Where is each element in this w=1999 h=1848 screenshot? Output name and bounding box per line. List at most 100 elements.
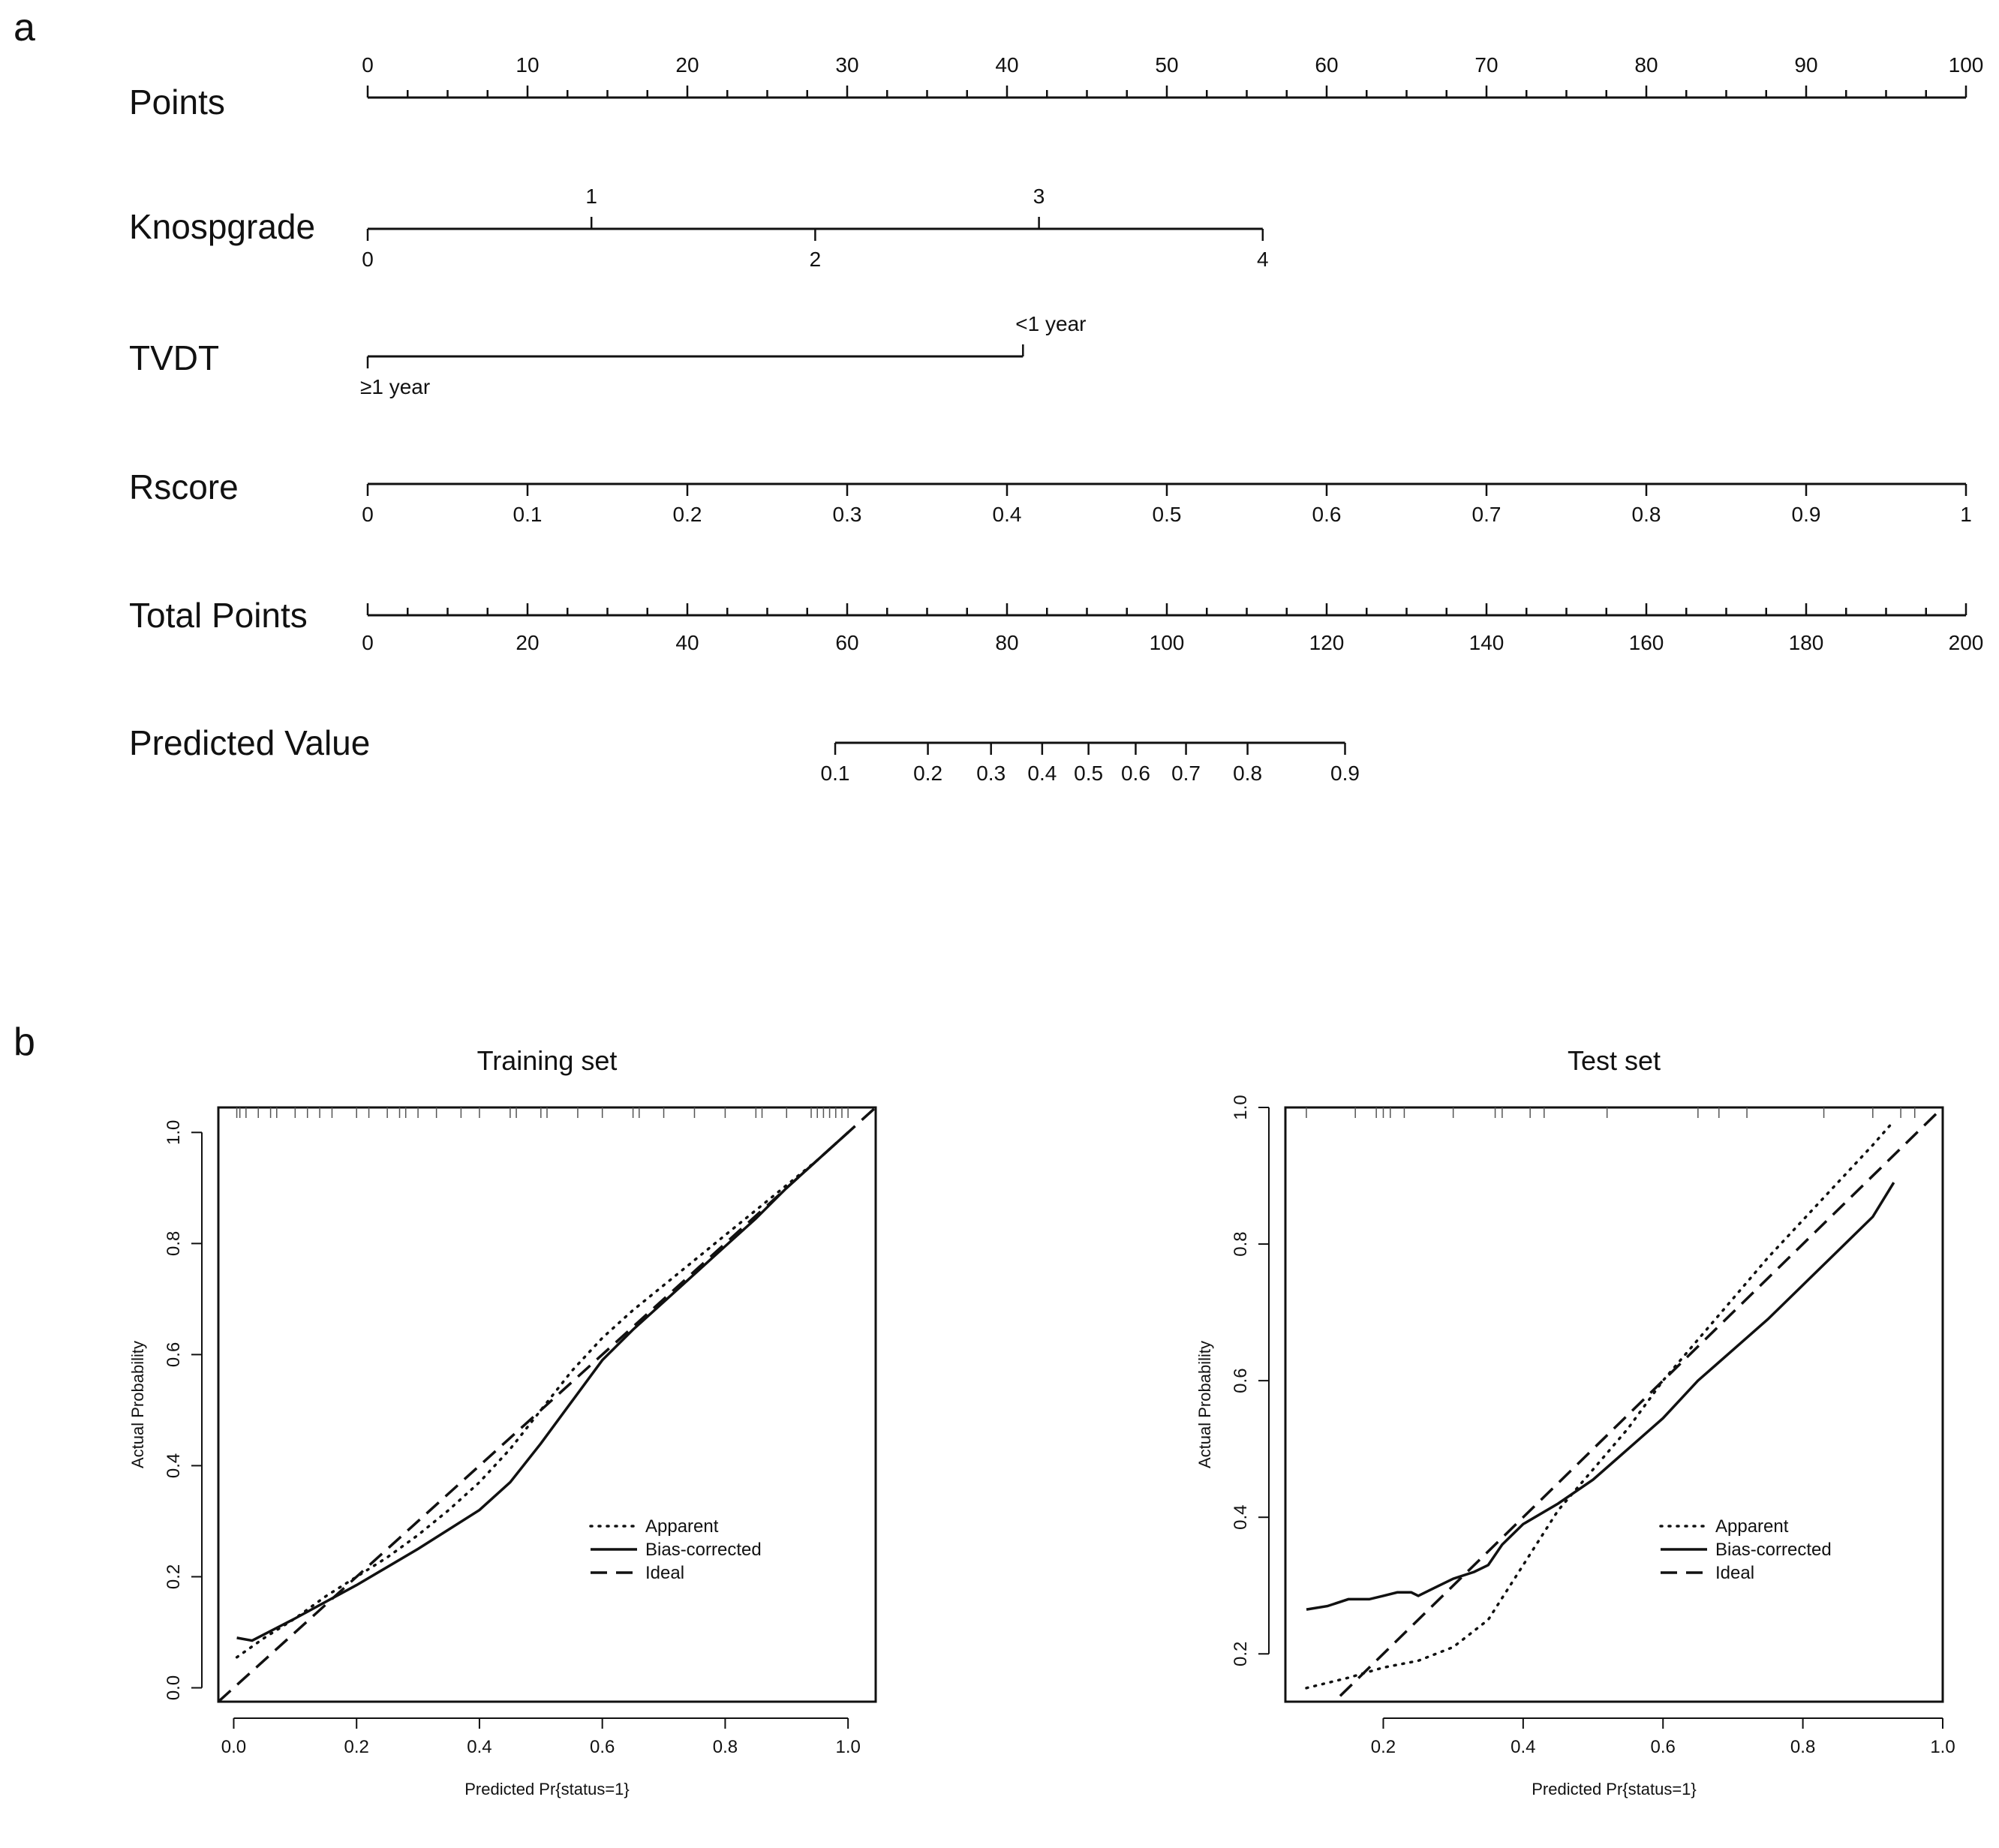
train-title: Training set bbox=[477, 1045, 618, 1076]
points-tick-label: 50 bbox=[1155, 53, 1178, 77]
train-x-tick-label: 0.4 bbox=[467, 1737, 491, 1757]
train-x-tick-label: 0.0 bbox=[221, 1737, 246, 1757]
rscore-tick-label: 0.4 bbox=[993, 503, 1022, 526]
total-points-tick-label: 100 bbox=[1150, 631, 1185, 654]
train-x-tick-label: 1.0 bbox=[835, 1737, 860, 1757]
rscore-tick-label: 0.8 bbox=[1632, 503, 1661, 526]
panel-letter-a: a bbox=[14, 6, 35, 50]
points-tick-label: 0 bbox=[362, 53, 374, 77]
test-y-tick-label: 1.0 bbox=[1231, 1095, 1251, 1119]
rscore-tick-label: 0.1 bbox=[513, 503, 543, 526]
test-series-ideal bbox=[1332, 1107, 1943, 1702]
rscore-tick-label: 0.6 bbox=[1312, 503, 1342, 526]
train-legend-label-ideal: Ideal bbox=[645, 1563, 684, 1583]
test-legend-label-apparent: Apparent bbox=[1715, 1516, 1789, 1537]
test-x-tick-label: 0.2 bbox=[1371, 1737, 1396, 1757]
train-y-tick-label: 0.8 bbox=[164, 1231, 184, 1256]
rscore-tick-label: 0 bbox=[362, 503, 374, 526]
test-x-tick-label: 0.8 bbox=[1790, 1737, 1815, 1757]
test-y-tick-label: 0.6 bbox=[1231, 1368, 1251, 1393]
calibration-plot-training: Training set 0.0 0.2 0.4 0.6 0.8 1.0 Predicted … bbox=[128, 1045, 877, 1798]
rscore-tick-label: 1 bbox=[1960, 503, 1972, 526]
train-x-tick-label: 0.8 bbox=[713, 1737, 738, 1757]
test-x-tick-label: 0.6 bbox=[1651, 1737, 1676, 1757]
knospgrade-tick-label: 0 bbox=[362, 248, 374, 271]
total-points-tick-label: 20 bbox=[516, 631, 539, 654]
points-tick-label: 10 bbox=[516, 53, 539, 77]
points-tick-label: 100 bbox=[1949, 53, 1984, 77]
train-y-tick-label: 0.2 bbox=[164, 1564, 184, 1589]
rscore-tick-label: 0.2 bbox=[673, 503, 702, 526]
train-x-title: Predicted Pr{status=1} bbox=[464, 1780, 630, 1798]
test-y-tick-label: 0.2 bbox=[1231, 1642, 1251, 1666]
knospgrade-tick-label: 2 bbox=[810, 248, 822, 271]
train-series-apparent bbox=[235, 1131, 849, 1659]
predicted-value-tick-label: 0.1 bbox=[821, 762, 850, 785]
train-series-bias-corrected bbox=[236, 1131, 849, 1642]
train-y-tick-label: 0.0 bbox=[164, 1675, 184, 1700]
test-legend-label-ideal: Ideal bbox=[1715, 1563, 1754, 1583]
knospgrade-tick-label: 1 bbox=[585, 185, 597, 208]
test-y-tick-label: 0.8 bbox=[1231, 1231, 1251, 1256]
test-x-tick-label: 1.0 bbox=[1930, 1737, 1955, 1757]
test-frame bbox=[1284, 1106, 1944, 1703]
total-points-tick-label: 60 bbox=[835, 631, 858, 654]
test-series-apparent bbox=[1305, 1119, 1895, 1690]
predicted-value-tick-label: 0.4 bbox=[1027, 762, 1057, 785]
rscore-tick-label: 0.7 bbox=[1472, 503, 1502, 526]
tvdt-tick-label: ≥1 year bbox=[360, 375, 430, 398]
train-y-tick-label: 1.0 bbox=[164, 1120, 184, 1145]
predicted-value-tick-label: 0.9 bbox=[1330, 762, 1360, 785]
row-label-knospgrade: Knospgrade bbox=[129, 207, 315, 246]
train-x-tick-label: 0.6 bbox=[590, 1737, 615, 1757]
row-label-rscore: Rscore bbox=[129, 467, 239, 506]
test-title: Test set bbox=[1568, 1045, 1661, 1076]
train-y-tick-label: 0.4 bbox=[164, 1453, 184, 1478]
predicted-value-tick-label: 0.7 bbox=[1171, 762, 1201, 785]
panel-letter-b: b bbox=[14, 1020, 35, 1064]
total-points-tick-label: 40 bbox=[675, 631, 699, 654]
points-tick-label: 20 bbox=[675, 53, 699, 77]
train-legend-label-apparent: Apparent bbox=[645, 1516, 719, 1537]
points-tick-label: 30 bbox=[835, 53, 858, 77]
test-y-tick-label: 0.4 bbox=[1231, 1505, 1251, 1530]
test-x-title: Predicted Pr{status=1} bbox=[1532, 1780, 1697, 1798]
total-points-tick-label: 140 bbox=[1469, 631, 1505, 654]
row-label-tvdt: TVDT bbox=[129, 338, 219, 377]
total-points-tick-label: 160 bbox=[1629, 631, 1664, 654]
knospgrade-tick-label: 4 bbox=[1257, 248, 1269, 271]
train-series-ideal bbox=[218, 1107, 876, 1702]
test-x-tick-label: 0.4 bbox=[1511, 1737, 1535, 1757]
knospgrade-tick-label: 3 bbox=[1033, 185, 1045, 208]
test-y-title: Actual Probability bbox=[1195, 1341, 1214, 1468]
points-tick-label: 70 bbox=[1474, 53, 1498, 77]
test-legend-label-bias-corrected: Bias-corrected bbox=[1715, 1540, 1832, 1560]
predicted-value-tick-label: 0.8 bbox=[1233, 762, 1262, 785]
row-label-points: Points bbox=[129, 83, 225, 122]
rscore-tick-label: 0.5 bbox=[1153, 503, 1182, 526]
predicted-value-tick-label: 0.2 bbox=[913, 762, 942, 785]
test-series-bias-corrected bbox=[1306, 1182, 1895, 1611]
row-label-total-points: Total Points bbox=[129, 596, 308, 635]
rscore-tick-label: 0.3 bbox=[833, 503, 862, 526]
train-x-tick-label: 0.2 bbox=[344, 1737, 369, 1757]
predicted-value-tick-label: 0.5 bbox=[1074, 762, 1103, 785]
predicted-value-tick-label: 0.6 bbox=[1121, 762, 1150, 785]
points-tick-label: 60 bbox=[1315, 53, 1338, 77]
total-points-tick-label: 200 bbox=[1949, 631, 1984, 654]
total-points-tick-label: 80 bbox=[995, 631, 1018, 654]
train-legend-label-bias-corrected: Bias-corrected bbox=[645, 1540, 762, 1560]
train-y-tick-label: 0.6 bbox=[164, 1342, 184, 1367]
points-tick-label: 40 bbox=[995, 53, 1018, 77]
total-points-tick-label: 120 bbox=[1309, 631, 1345, 654]
calibration-plot-test: Test set 0.2 0.4 0.6 0.8 1.0 Predicted Pr{stat… bbox=[1195, 1045, 1955, 1798]
points-tick-label: 80 bbox=[1634, 53, 1658, 77]
row-label-predicted-value: Predicted Value bbox=[129, 723, 370, 762]
rscore-tick-label: 0.9 bbox=[1792, 503, 1821, 526]
tvdt-tick-label: <1 year bbox=[1015, 312, 1086, 335]
total-points-tick-label: 180 bbox=[1789, 631, 1824, 654]
train-y-title: Actual Probability bbox=[128, 1341, 147, 1468]
points-tick-label: 90 bbox=[1794, 53, 1817, 77]
